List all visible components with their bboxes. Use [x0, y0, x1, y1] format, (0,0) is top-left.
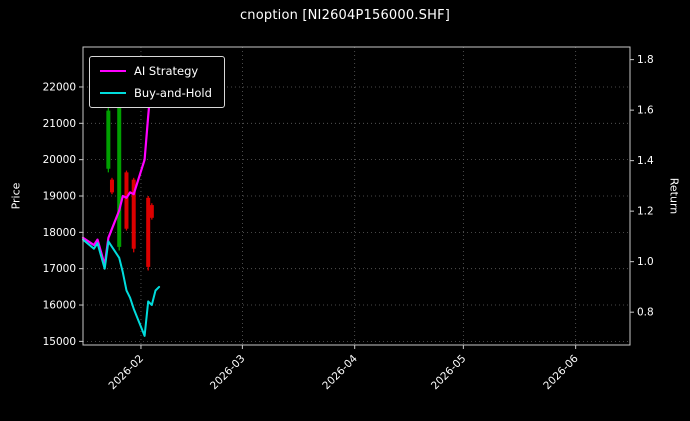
- svg-text:0.8: 0.8: [637, 307, 654, 319]
- svg-text:22000: 22000: [43, 81, 76, 93]
- legend-item-buy-and-hold: Buy-and-Hold: [100, 86, 212, 100]
- svg-text:2026-02: 2026-02: [107, 353, 147, 393]
- svg-text:21000: 21000: [43, 118, 76, 130]
- svg-text:2026-03: 2026-03: [208, 353, 248, 393]
- svg-text:16000: 16000: [43, 300, 76, 312]
- svg-text:15000: 15000: [43, 336, 76, 348]
- svg-text:1.0: 1.0: [637, 256, 654, 268]
- svg-text:1.4: 1.4: [637, 155, 654, 167]
- legend-item-ai-strategy: AI Strategy: [100, 64, 212, 78]
- svg-text:20000: 20000: [43, 154, 76, 166]
- legend-label-ai-strategy: AI Strategy: [134, 64, 199, 78]
- svg-text:18000: 18000: [43, 227, 76, 239]
- legend-label-buy-and-hold: Buy-and-Hold: [134, 86, 212, 100]
- svg-text:1.8: 1.8: [637, 54, 654, 66]
- svg-text:2026-05: 2026-05: [429, 353, 469, 393]
- svg-text:1.2: 1.2: [637, 206, 654, 218]
- svg-text:1.6: 1.6: [637, 105, 654, 117]
- legend: AI Strategy Buy-and-Hold: [89, 56, 225, 108]
- svg-text:17000: 17000: [43, 263, 76, 275]
- buy-and-hold-line-swatch: [100, 92, 126, 94]
- ai-strategy-line-swatch: [100, 70, 126, 72]
- svg-text:2026-04: 2026-04: [320, 352, 360, 392]
- chart-title: cnoption [NI2604P156000.SHF]: [239, 8, 451, 23]
- svg-text:19000: 19000: [43, 191, 76, 203]
- svg-text:2026-06: 2026-06: [541, 352, 581, 392]
